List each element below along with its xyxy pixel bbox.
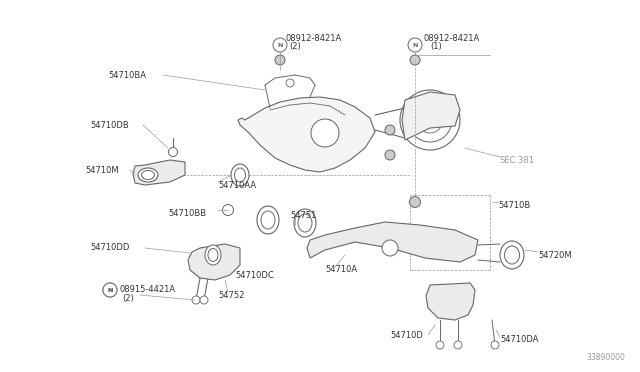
Text: 54710BB: 54710BB [168, 208, 206, 218]
Polygon shape [402, 92, 460, 140]
Circle shape [200, 296, 208, 304]
Text: N: N [108, 288, 113, 292]
Circle shape [192, 296, 200, 304]
Circle shape [311, 119, 339, 147]
Polygon shape [188, 244, 240, 280]
Circle shape [286, 79, 294, 87]
Text: 54751: 54751 [290, 211, 316, 219]
Text: 54710D: 54710D [390, 330, 423, 340]
Ellipse shape [294, 209, 316, 237]
Circle shape [382, 240, 398, 256]
Ellipse shape [234, 168, 246, 182]
Polygon shape [426, 283, 475, 320]
Ellipse shape [138, 168, 158, 182]
Circle shape [410, 196, 420, 208]
Text: 08912-8421A: 08912-8421A [286, 33, 342, 42]
Text: 54720M: 54720M [538, 250, 572, 260]
Ellipse shape [257, 206, 279, 234]
Text: N: N [108, 288, 113, 292]
Circle shape [410, 55, 420, 65]
Ellipse shape [504, 246, 520, 264]
Text: (1): (1) [430, 42, 442, 51]
Ellipse shape [141, 170, 154, 180]
Text: 54710AA: 54710AA [218, 180, 256, 189]
Circle shape [275, 55, 285, 65]
Text: 54710DB: 54710DB [90, 121, 129, 129]
Circle shape [436, 341, 444, 349]
Circle shape [103, 283, 117, 297]
Text: 08915-4421A: 08915-4421A [120, 285, 176, 295]
Text: 33890000: 33890000 [586, 353, 625, 362]
Text: (2): (2) [122, 294, 134, 302]
Circle shape [168, 148, 177, 157]
Ellipse shape [205, 245, 221, 265]
Circle shape [417, 107, 443, 133]
Text: 54710DD: 54710DD [90, 244, 129, 253]
Text: 54710M: 54710M [85, 166, 118, 174]
Ellipse shape [500, 241, 524, 269]
Circle shape [273, 38, 287, 52]
Ellipse shape [261, 211, 275, 229]
Polygon shape [133, 160, 185, 185]
Text: 54710B: 54710B [498, 201, 531, 209]
Text: 08912-8421A: 08912-8421A [423, 33, 479, 42]
Text: 54710DC: 54710DC [235, 270, 274, 279]
Circle shape [491, 341, 499, 349]
Circle shape [400, 90, 460, 150]
Text: 54752: 54752 [218, 291, 244, 299]
Polygon shape [238, 97, 375, 172]
Circle shape [103, 283, 117, 297]
Text: N: N [277, 42, 283, 48]
Text: 54710BA: 54710BA [108, 71, 146, 80]
Text: 54710A: 54710A [325, 266, 357, 275]
Ellipse shape [231, 164, 249, 186]
Circle shape [408, 98, 452, 142]
Circle shape [223, 205, 234, 215]
Text: 54710DA: 54710DA [500, 336, 538, 344]
Text: N: N [412, 42, 418, 48]
Circle shape [385, 125, 395, 135]
Circle shape [385, 150, 395, 160]
Ellipse shape [298, 214, 312, 232]
Circle shape [408, 38, 422, 52]
Text: (2): (2) [289, 42, 301, 51]
Ellipse shape [208, 248, 218, 262]
Text: SEC.381: SEC.381 [500, 155, 535, 164]
Circle shape [454, 341, 462, 349]
Polygon shape [307, 222, 478, 262]
